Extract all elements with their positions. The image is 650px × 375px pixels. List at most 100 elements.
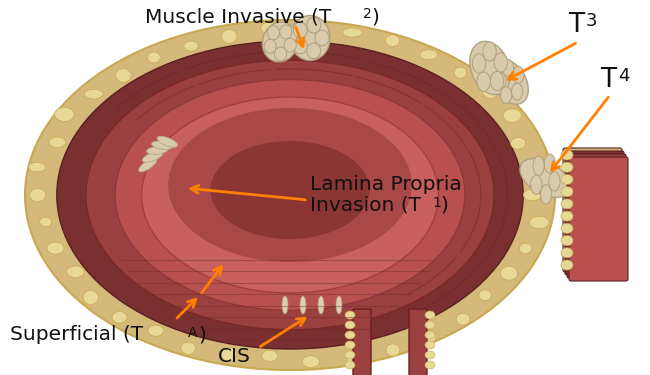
Ellipse shape	[267, 26, 280, 40]
Ellipse shape	[274, 47, 287, 61]
Ellipse shape	[315, 30, 329, 46]
Text: ): )	[371, 8, 379, 27]
Ellipse shape	[345, 311, 355, 319]
Text: 4: 4	[618, 67, 629, 85]
Ellipse shape	[211, 141, 369, 239]
Ellipse shape	[181, 342, 196, 354]
Ellipse shape	[345, 321, 355, 329]
Ellipse shape	[503, 109, 521, 122]
Text: CIS: CIS	[218, 346, 251, 366]
Ellipse shape	[112, 311, 127, 323]
Ellipse shape	[495, 72, 506, 89]
Ellipse shape	[302, 356, 320, 368]
Ellipse shape	[307, 17, 320, 33]
Ellipse shape	[336, 296, 342, 314]
Ellipse shape	[345, 361, 355, 369]
Text: Invasion (T: Invasion (T	[310, 195, 421, 214]
Ellipse shape	[386, 344, 400, 356]
Ellipse shape	[345, 331, 355, 339]
Ellipse shape	[424, 330, 436, 343]
Text: T: T	[600, 67, 616, 93]
Ellipse shape	[561, 248, 573, 258]
Ellipse shape	[25, 20, 555, 370]
Ellipse shape	[282, 296, 288, 314]
Ellipse shape	[262, 350, 278, 361]
Ellipse shape	[561, 174, 573, 184]
Text: A: A	[188, 326, 198, 340]
Text: 2: 2	[363, 7, 372, 21]
Text: 3: 3	[586, 12, 597, 30]
Ellipse shape	[138, 158, 157, 172]
Ellipse shape	[477, 72, 490, 91]
Ellipse shape	[561, 199, 573, 209]
Ellipse shape	[491, 60, 528, 104]
Ellipse shape	[490, 71, 504, 91]
FancyBboxPatch shape	[353, 309, 371, 375]
Ellipse shape	[561, 150, 573, 160]
Ellipse shape	[529, 216, 549, 229]
FancyBboxPatch shape	[569, 157, 628, 281]
Ellipse shape	[500, 87, 512, 104]
Ellipse shape	[561, 211, 573, 221]
Ellipse shape	[318, 296, 324, 314]
Text: T: T	[568, 12, 584, 38]
Ellipse shape	[345, 351, 355, 359]
Ellipse shape	[425, 331, 435, 339]
Ellipse shape	[561, 162, 573, 172]
Ellipse shape	[47, 242, 64, 254]
Ellipse shape	[280, 25, 292, 39]
Ellipse shape	[483, 86, 498, 98]
Ellipse shape	[345, 341, 355, 349]
Ellipse shape	[425, 361, 435, 369]
Ellipse shape	[533, 156, 544, 176]
Ellipse shape	[479, 290, 491, 301]
Ellipse shape	[146, 146, 168, 154]
Ellipse shape	[168, 108, 412, 262]
Ellipse shape	[307, 43, 320, 59]
Ellipse shape	[544, 154, 555, 173]
Ellipse shape	[86, 60, 494, 330]
Ellipse shape	[540, 185, 552, 204]
Ellipse shape	[425, 351, 435, 359]
Ellipse shape	[264, 39, 276, 53]
Ellipse shape	[49, 137, 66, 147]
Ellipse shape	[512, 83, 523, 100]
Text: ): )	[440, 195, 448, 214]
Ellipse shape	[346, 352, 359, 365]
Ellipse shape	[284, 38, 296, 52]
Ellipse shape	[520, 159, 570, 198]
Ellipse shape	[148, 52, 161, 63]
Ellipse shape	[116, 69, 131, 82]
Ellipse shape	[385, 35, 400, 46]
Text: ): )	[198, 326, 206, 345]
Ellipse shape	[561, 236, 573, 246]
Text: 1: 1	[432, 196, 441, 210]
Ellipse shape	[561, 224, 573, 233]
Ellipse shape	[151, 141, 174, 149]
Ellipse shape	[184, 41, 198, 51]
Ellipse shape	[148, 325, 164, 336]
Ellipse shape	[222, 347, 237, 361]
Ellipse shape	[425, 321, 435, 329]
Ellipse shape	[157, 136, 177, 147]
Ellipse shape	[302, 22, 320, 34]
Ellipse shape	[83, 290, 98, 304]
FancyBboxPatch shape	[409, 309, 427, 375]
Ellipse shape	[300, 296, 306, 314]
Text: Superficial (T: Superficial (T	[10, 326, 143, 345]
Ellipse shape	[530, 175, 542, 194]
Ellipse shape	[549, 172, 560, 191]
Ellipse shape	[456, 314, 470, 325]
Text: Lamina Propria: Lamina Propria	[310, 176, 462, 195]
Ellipse shape	[263, 22, 298, 62]
Ellipse shape	[55, 107, 74, 122]
Ellipse shape	[57, 41, 523, 349]
Ellipse shape	[29, 188, 46, 202]
Ellipse shape	[521, 162, 537, 175]
Ellipse shape	[40, 217, 51, 227]
Ellipse shape	[261, 22, 277, 34]
Ellipse shape	[561, 260, 573, 270]
Ellipse shape	[290, 15, 330, 60]
Ellipse shape	[142, 152, 163, 162]
FancyBboxPatch shape	[563, 148, 622, 272]
